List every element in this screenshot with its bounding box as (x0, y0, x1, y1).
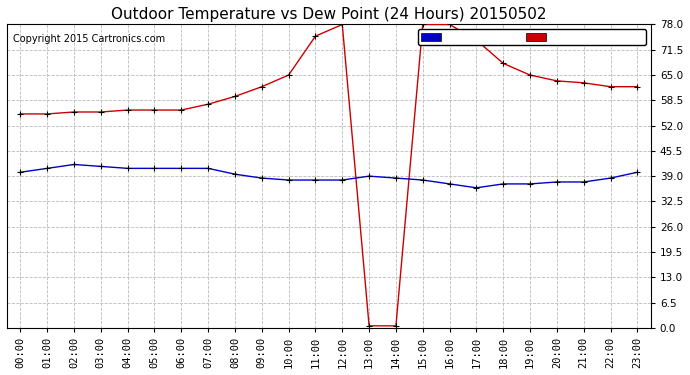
Text: Copyright 2015 Cartronics.com: Copyright 2015 Cartronics.com (13, 34, 166, 44)
Title: Outdoor Temperature vs Dew Point (24 Hours) 20150502: Outdoor Temperature vs Dew Point (24 Hou… (111, 7, 546, 22)
Legend: Dew Point (°F), Temperature (°F): Dew Point (°F), Temperature (°F) (418, 29, 646, 45)
